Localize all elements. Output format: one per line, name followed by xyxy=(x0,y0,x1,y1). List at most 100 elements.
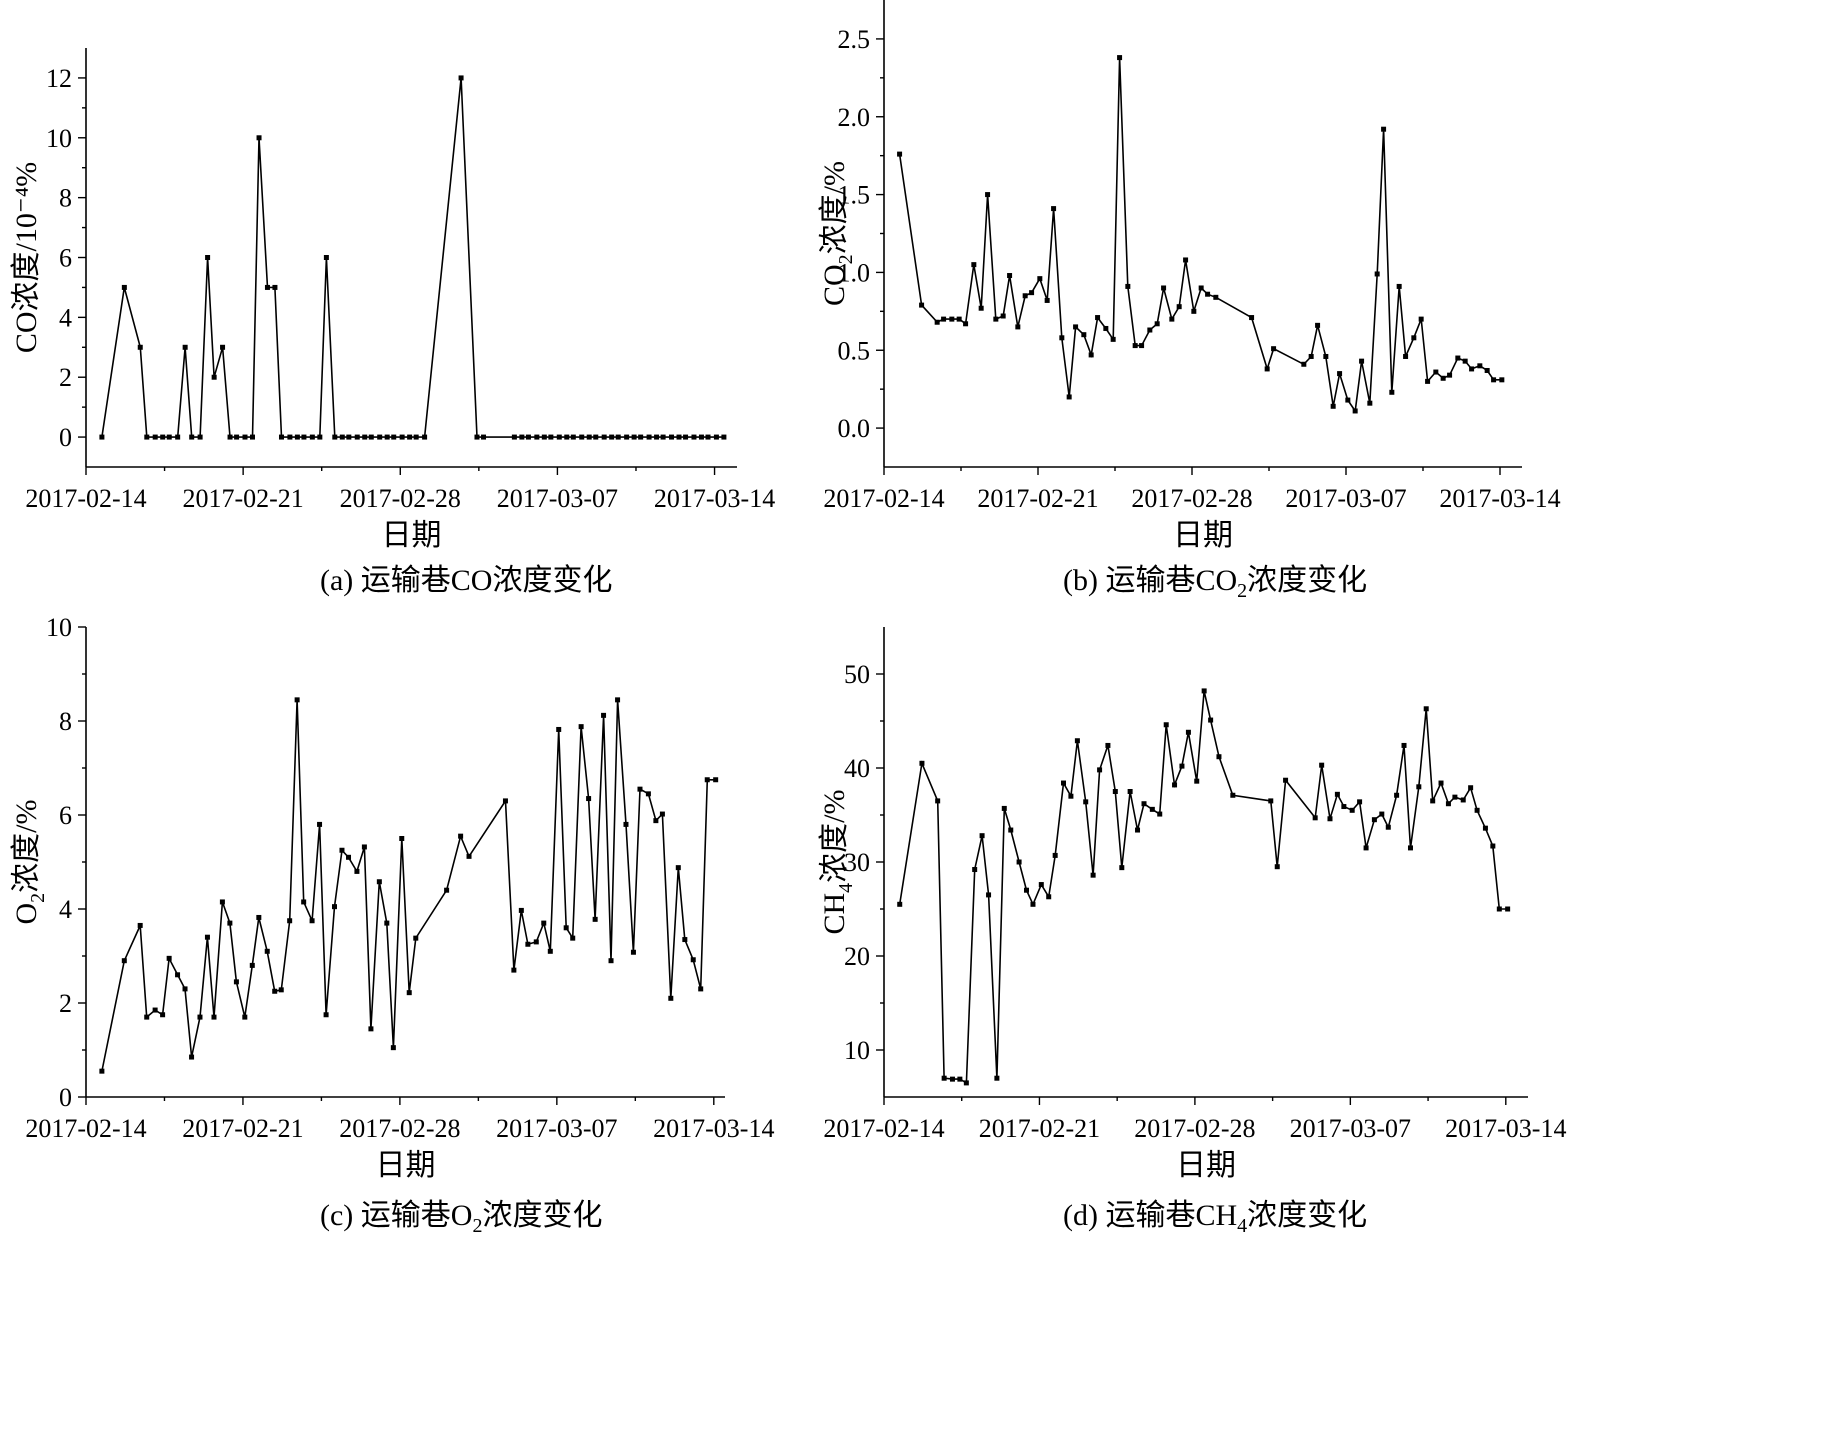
data-point-c xyxy=(219,899,225,905)
data-point-c xyxy=(675,865,681,871)
data-point-a xyxy=(646,434,652,440)
data-point-a xyxy=(99,434,105,440)
data-point-a xyxy=(166,434,172,440)
data-point-b xyxy=(1374,271,1380,277)
data-point-b xyxy=(1205,291,1211,297)
y-tick-label-b: 0.5 xyxy=(838,336,871,365)
chart-co2: 0.0 0.5 1.0 1.5 2.0 2.5 2017-02-14 2017-02-21 20… xyxy=(818,0,1561,552)
data-point-a xyxy=(189,434,195,440)
data-point-b xyxy=(1308,353,1314,359)
data-point-b xyxy=(1264,366,1270,372)
x-tick-label-b: 2017-02-21 xyxy=(977,484,1098,513)
data-point-a xyxy=(256,135,262,141)
data-point-c xyxy=(704,777,710,783)
data-point-d xyxy=(1157,811,1163,817)
data-point-b xyxy=(897,151,903,157)
data-point-b xyxy=(963,321,969,327)
x-axis-title-b: 日期 xyxy=(1173,519,1233,552)
data-point-d xyxy=(1068,793,1074,799)
data-point-d xyxy=(1490,843,1496,849)
data-point-b xyxy=(1110,336,1116,342)
data-point-a xyxy=(301,434,307,440)
data-point-b xyxy=(1081,332,1087,338)
data-point-b xyxy=(1176,304,1182,310)
y-tick-label-a: 4 xyxy=(59,303,72,332)
y-axis-title-prefix-d: CH xyxy=(818,893,851,935)
data-point-d xyxy=(1097,767,1103,773)
data-point-b xyxy=(919,302,925,308)
data-point-b xyxy=(1440,375,1446,381)
data-point-d xyxy=(1416,784,1422,790)
y-tick-label-a: 12 xyxy=(46,64,72,93)
data-point-a xyxy=(519,434,525,440)
data-point-c xyxy=(211,1014,217,1020)
data-point-b xyxy=(1213,294,1219,300)
data-point-a xyxy=(205,255,211,260)
data-point-a xyxy=(586,434,592,440)
y-axis-title-a: CO浓度/10⁻⁴% xyxy=(10,162,43,353)
data-point-a xyxy=(309,434,315,440)
data-point-b xyxy=(993,316,999,322)
data-point-b xyxy=(1015,324,1021,330)
panel-c: 0 2 4 6 8 10 2017-02-14 2017-02-21 2017-02-28 201… xyxy=(0,540,922,1444)
data-point-c xyxy=(547,948,553,954)
x-tick-label-a: 2017-02-14 xyxy=(25,484,146,513)
y-tick-label-a: 8 xyxy=(59,184,72,213)
data-point-d xyxy=(1468,785,1474,791)
x-axis-title-a: 日期 xyxy=(382,519,442,552)
data-point-c xyxy=(175,972,181,978)
data-point-d xyxy=(1172,782,1178,788)
data-point-b xyxy=(949,316,955,322)
caption-d: (d) 运输巷CH4浓度变化 xyxy=(1063,1190,1367,1238)
data-point-d xyxy=(963,1080,969,1086)
data-point-a xyxy=(346,434,352,440)
data-point-d xyxy=(1216,754,1222,760)
panel-a: 0 2 4 6 8 10 12 2017-02-14 2017-02-21 2017-02-28 2… xyxy=(0,0,922,722)
data-point-b xyxy=(1066,394,1072,400)
x-tick-label-c: 2017-03-07 xyxy=(496,1114,617,1143)
data-point-a xyxy=(624,434,630,440)
data-point-b xyxy=(1337,371,1343,377)
y-axis-title-d: CH4浓度/% xyxy=(818,789,857,934)
data-point-c xyxy=(144,1014,150,1020)
data-point-c xyxy=(713,777,719,783)
y-tick-label-d: 10 xyxy=(844,1036,870,1065)
data-point-a xyxy=(609,434,615,440)
panel-b: 0.0 0.5 1.0 1.5 2.0 2.5 2017-02-14 2017-02-21 20… xyxy=(818,0,1844,722)
data-point-c xyxy=(645,791,651,797)
data-point-d xyxy=(1112,789,1118,794)
data-point-a xyxy=(660,434,666,440)
data-point-d xyxy=(1008,827,1014,833)
data-point-a xyxy=(534,434,540,440)
data-point-d xyxy=(1023,887,1029,893)
data-point-a xyxy=(144,434,150,440)
data-point-a xyxy=(481,434,487,440)
data-point-d xyxy=(1505,906,1511,912)
y-tick-label-c: 2 xyxy=(59,989,72,1018)
data-point-b xyxy=(1491,377,1497,383)
data-point-b xyxy=(1352,408,1358,414)
data-point-a xyxy=(323,255,329,260)
data-point-d xyxy=(1105,742,1111,748)
data-point-d xyxy=(1430,798,1436,804)
y-tick-label-a: 0 xyxy=(59,423,72,452)
y-tick-label-a: 2 xyxy=(59,363,72,392)
data-point-c xyxy=(406,990,412,996)
data-point-b xyxy=(1059,335,1065,341)
x-tick-label-a: 2017-03-14 xyxy=(654,484,775,513)
data-point-d xyxy=(1482,825,1488,831)
caption-b-suffix: 浓度变化 xyxy=(1247,564,1368,597)
data-point-c xyxy=(444,887,450,893)
data-point-b xyxy=(1315,322,1321,328)
data-point-c xyxy=(533,939,539,945)
data-point-d xyxy=(979,833,985,839)
x-tick-label-b: 2017-03-07 xyxy=(1285,484,1406,513)
caption-b: (b) 运输巷CO2浓度变化 xyxy=(1063,555,1367,603)
data-point-a xyxy=(631,434,637,440)
data-point-a xyxy=(601,434,607,440)
data-point-a xyxy=(182,344,188,350)
data-point-d xyxy=(1341,804,1347,810)
caption-c-prefix: (c) 运输巷O xyxy=(320,1199,473,1232)
x-tick-label-a: 2017-02-28 xyxy=(340,484,461,513)
data-point-d xyxy=(1460,797,1466,803)
